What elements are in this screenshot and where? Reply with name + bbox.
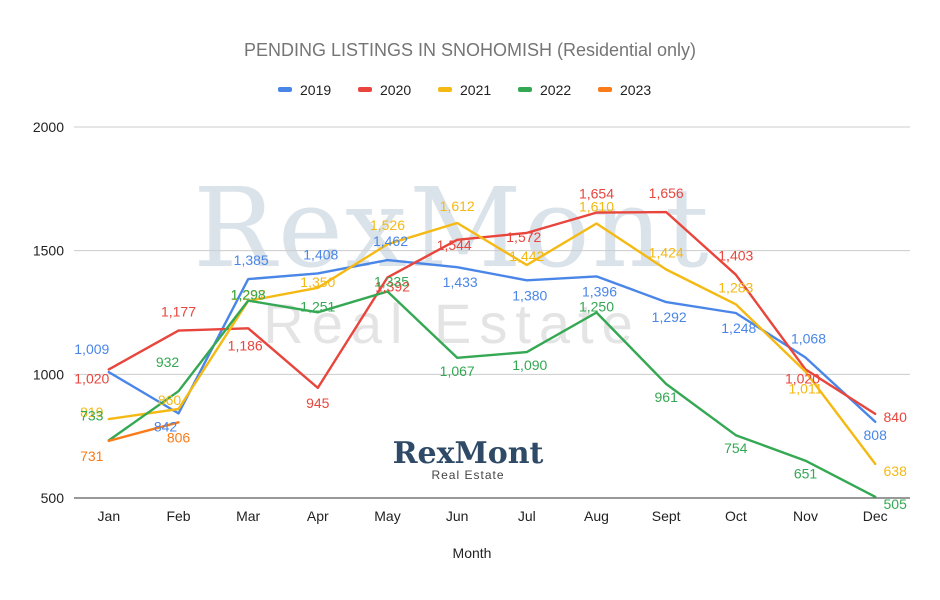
x-tick-label: Dec [863,508,888,524]
data-label: 842 [154,418,178,434]
data-label: 1,392 [375,278,410,294]
series-line-2023 [107,421,180,443]
legend: 2019 2020 2021 2022 2023 [278,82,651,98]
data-label: 961 [655,389,679,405]
data-label: 819 [80,404,104,420]
x-tick-label: Aug [584,508,609,524]
data-label: 1,177 [161,304,196,320]
legend-label: 2021 [460,82,491,98]
data-label: 733 [80,407,104,423]
data-label: 932 [156,354,180,370]
series-line-2019 [107,258,877,423]
gridlines [74,126,910,499]
x-tick-label: May [374,508,400,524]
series-line-2022 [107,290,877,498]
data-label: 1,020 [785,370,820,386]
legend-swatch [598,87,612,92]
data-label: 1,297 [231,287,266,303]
data-label: 1,424 [649,245,684,261]
logo-brand: RexMont [393,436,544,471]
data-label: 840 [884,409,908,425]
data-label: 1,385 [234,252,269,268]
data-label: 1,380 [512,287,547,303]
data-label: 1,186 [228,337,263,353]
data-label: 1,656 [649,185,684,201]
data-label: 808 [864,427,888,443]
data-label: 1,067 [440,363,475,379]
data-label: 651 [794,466,818,482]
data-label: 1,403 [718,248,753,264]
y-tick-label: 2000 [33,119,64,135]
x-axis-ticks: Jan Feb Mar Apr May Jun Jul Aug Sept Oct Nov Dec [98,508,888,524]
data-label: 945 [306,395,330,411]
data-label: 1,298 [231,287,266,303]
data-label: 1,335 [374,274,409,290]
data-label: 1,572 [506,229,541,245]
data-label: 1,442 [509,248,544,264]
data-label: 1,526 [370,217,405,233]
data-label: 731 [80,448,104,464]
data-label: 1,283 [718,279,753,295]
data-label: 1,654 [579,186,614,202]
data-label: 1,433 [443,274,478,290]
logo-sub: Real Estate [431,468,504,482]
legend-label: 2019 [300,82,331,98]
x-tick-label: Nov [793,508,818,524]
series-lines [107,210,877,498]
data-label: 806 [167,429,191,445]
data-label: 1,020 [74,370,109,386]
data-label: 1,396 [582,283,617,299]
legend-label: 2020 [380,82,411,98]
x-tick-label: Apr [307,508,329,524]
data-label: 1,612 [440,198,475,214]
data-label: 505 [884,496,908,512]
legend-swatch [518,87,532,92]
series-line-2020 [107,210,877,416]
watermark: RexMont Real Estate [193,164,711,355]
data-label: 1,462 [373,233,408,249]
legend-swatch [278,87,292,92]
legend-label: 2023 [620,82,651,98]
y-tick-label: 1000 [33,366,64,382]
data-label: 638 [884,463,908,479]
data-label: 860 [158,392,182,408]
data-label: 1,350 [300,274,335,290]
data-label: 1,544 [437,237,472,253]
data-label: 1,009 [74,341,109,357]
data-label: 1,090 [512,357,547,373]
legend-swatch [358,87,372,92]
data-label: 754 [724,440,748,456]
x-tick-label: Feb [166,508,190,524]
rexmont-logo: RexMont Real Estate [393,436,544,482]
data-label: 1,068 [791,331,826,347]
x-axis-title: Month [453,545,492,561]
legend-swatch [438,87,452,92]
y-axis-ticks: 500 1000 1500 2000 [33,119,64,506]
x-tick-label: Jun [446,508,469,524]
watermark-brand: RexMont [193,164,711,292]
data-label: 1,011 [789,381,823,397]
data-label: 1,292 [652,309,687,325]
data-label: 1,610 [579,199,614,215]
data-label: 1,248 [721,320,756,336]
series-line-2021 [107,221,877,466]
x-tick-label: Sept [652,508,681,524]
x-tick-label: Mar [236,508,260,524]
legend-label: 2022 [540,82,571,98]
data-label: 1,408 [303,246,338,262]
data-label: 1,251 [300,298,335,314]
y-tick-label: 500 [41,490,65,506]
x-tick-label: Jul [518,508,536,524]
data-label: 1,250 [579,299,614,315]
chart-title: PENDING LISTINGS IN SNOHOMISH (Residenti… [244,40,696,60]
watermark-sub: Real Estate [263,292,641,355]
x-tick-label: Oct [725,508,747,524]
x-tick-label: Jan [98,508,121,524]
y-tick-label: 1500 [33,243,64,259]
